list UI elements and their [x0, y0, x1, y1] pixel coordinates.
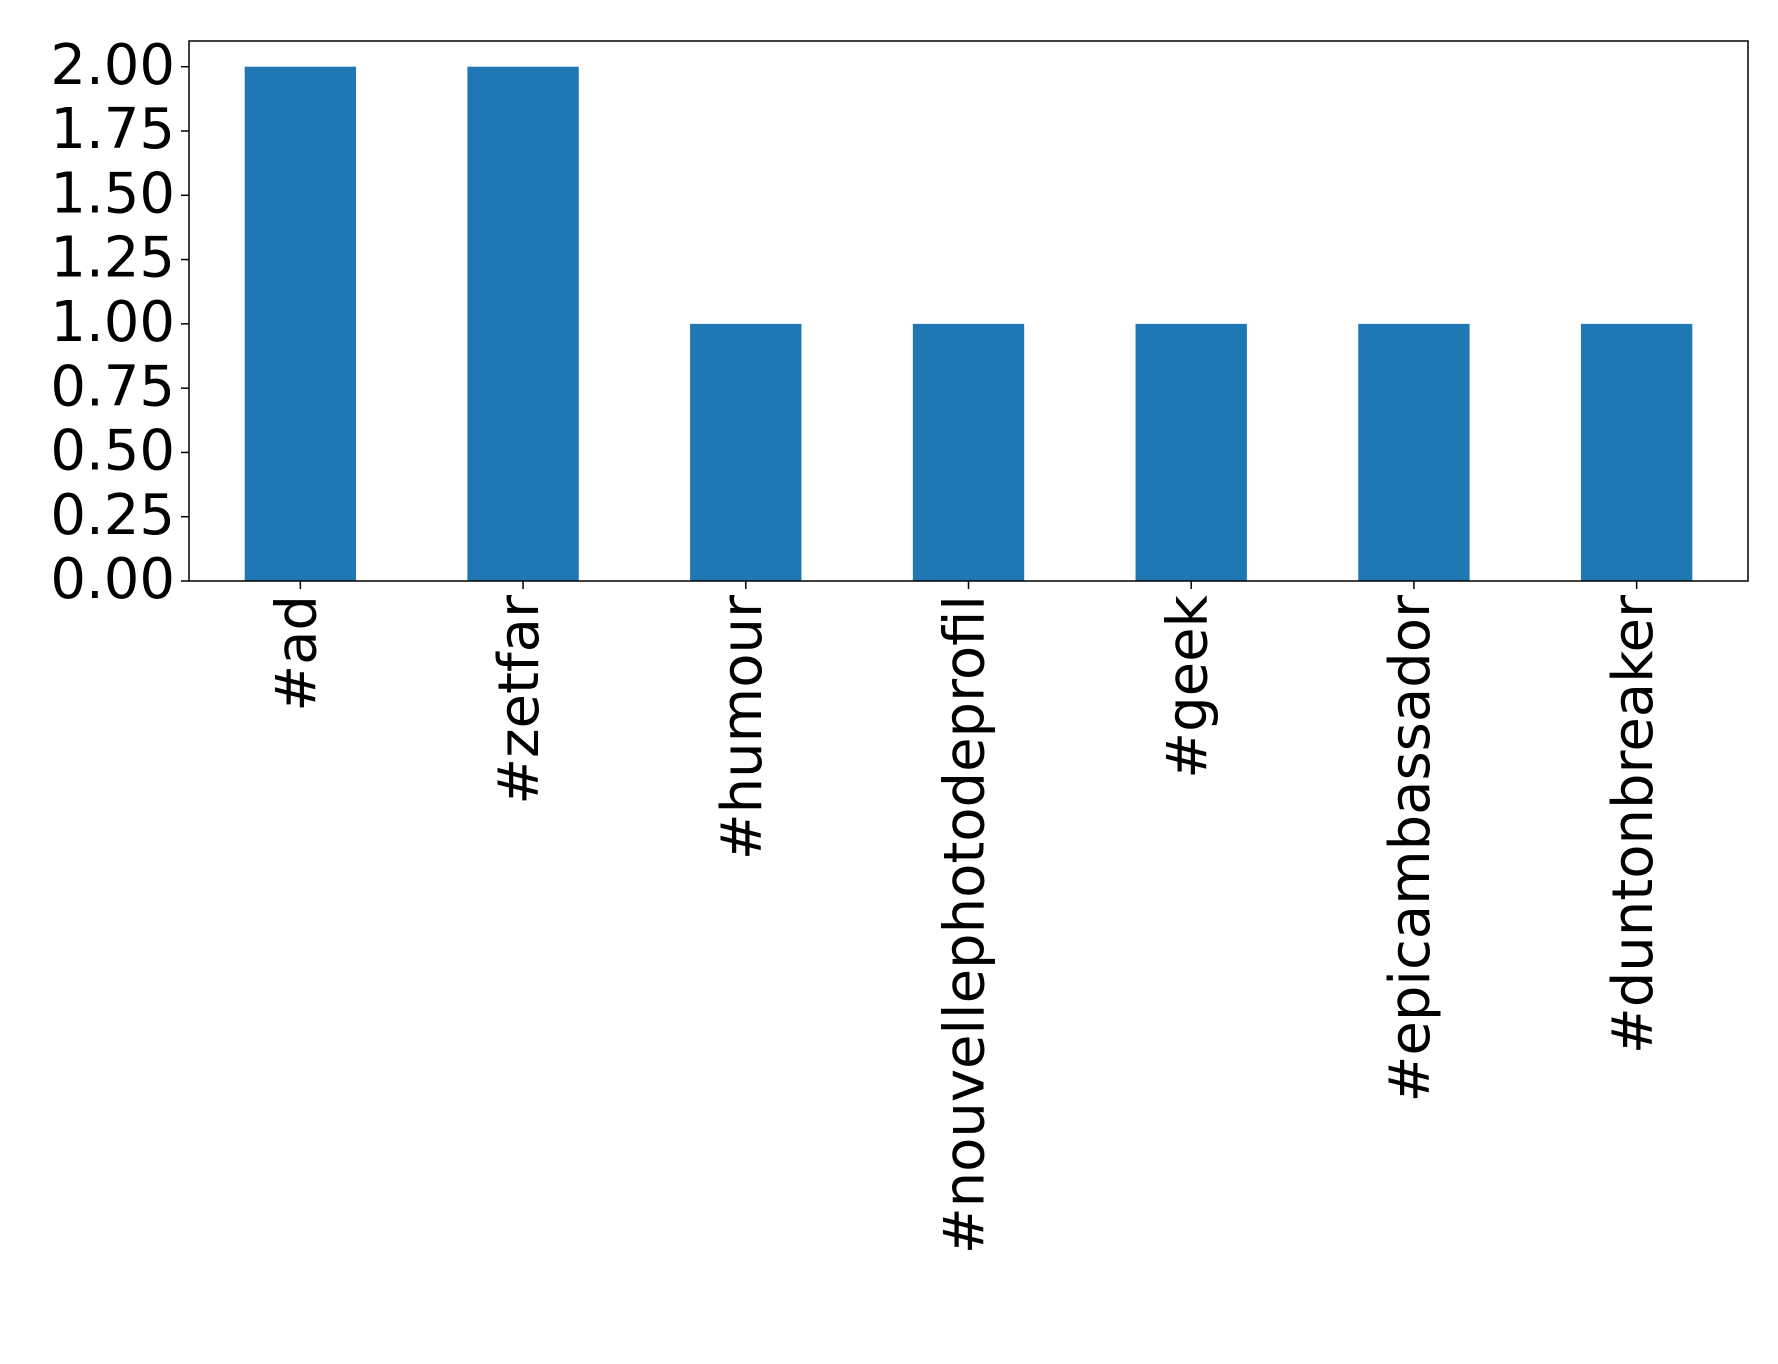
- y-tick-label: 0.75: [50, 354, 175, 419]
- bar: [1135, 323, 1247, 581]
- x-tick-label: #ad: [264, 595, 329, 712]
- y-tick-label: 2.00: [50, 33, 175, 98]
- y-tick-label: 1.25: [50, 226, 175, 291]
- bar: [244, 66, 357, 581]
- x-tick-label: #duntonbreaker: [1601, 594, 1666, 1054]
- y-tick-label: 1.75: [50, 97, 175, 162]
- y-tick-label: 1.50: [50, 161, 175, 226]
- y-tick-label: 0.00: [50, 547, 175, 612]
- x-tick-label: #humour: [710, 594, 775, 860]
- bar: [1358, 323, 1470, 581]
- x-tick-label: #geek: [1155, 594, 1220, 778]
- x-tick-label: #zetfar: [487, 594, 552, 805]
- bar: [690, 323, 802, 581]
- plot-frame: [188, 40, 1749, 582]
- bar: [467, 66, 579, 581]
- x-tick-label: #epicambassador: [1378, 594, 1443, 1102]
- bar: [912, 323, 1025, 581]
- bar: [1580, 323, 1693, 581]
- x-tick-label: #nouvellephotodeprofil: [933, 595, 998, 1254]
- y-tick-label: 0.25: [50, 483, 175, 548]
- y-tick-label: 1.00: [50, 290, 175, 355]
- y-tick-label: 0.50: [50, 419, 175, 484]
